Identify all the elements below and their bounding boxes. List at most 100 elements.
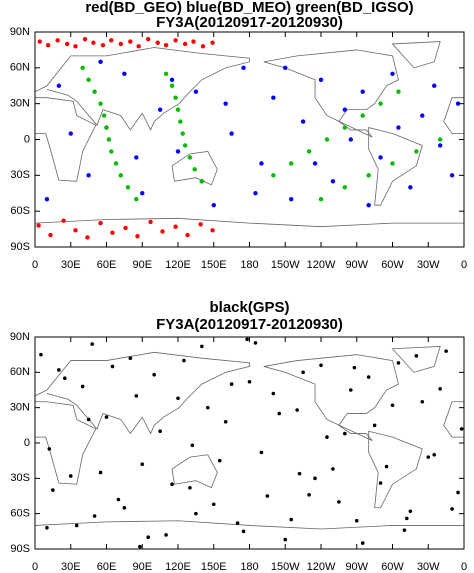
point xyxy=(158,429,162,434)
point xyxy=(45,526,49,530)
point xyxy=(348,137,353,142)
x-tick-label: 120E xyxy=(165,259,191,271)
y-tick-label: 60S xyxy=(10,205,30,217)
point xyxy=(271,391,276,396)
point xyxy=(122,505,127,510)
point xyxy=(289,517,294,522)
point xyxy=(200,44,206,49)
point xyxy=(318,77,324,82)
x-tick-label: 60W xyxy=(381,259,404,271)
point xyxy=(352,365,357,370)
point xyxy=(300,119,306,124)
point xyxy=(182,143,188,148)
point xyxy=(432,452,437,457)
point xyxy=(125,185,131,190)
point xyxy=(180,131,185,136)
point xyxy=(337,500,341,504)
point xyxy=(73,228,78,233)
y-tick-label: 60S xyxy=(10,508,30,520)
point xyxy=(420,399,425,404)
point xyxy=(104,125,109,130)
point xyxy=(312,161,318,166)
point xyxy=(48,232,53,238)
point xyxy=(289,161,294,166)
point xyxy=(68,131,73,136)
x-tick-label: 150E xyxy=(201,561,227,573)
point xyxy=(134,394,139,398)
point xyxy=(190,443,195,448)
point xyxy=(62,376,67,381)
point xyxy=(61,218,66,223)
y-tick-label: 90N xyxy=(10,26,30,38)
x-tick-label: 30E xyxy=(61,561,81,573)
point xyxy=(306,149,312,154)
point xyxy=(444,349,448,353)
point xyxy=(360,541,365,545)
x-tick-label: 30W xyxy=(417,259,440,271)
point xyxy=(90,342,94,346)
point xyxy=(342,185,348,190)
point xyxy=(104,415,109,419)
point xyxy=(295,408,299,412)
x-tick-label: 60W xyxy=(381,561,404,573)
point xyxy=(45,42,51,48)
point xyxy=(128,39,133,44)
point xyxy=(73,44,78,49)
point xyxy=(74,523,79,528)
point xyxy=(426,455,431,459)
point xyxy=(86,417,91,422)
point xyxy=(366,375,371,379)
point xyxy=(259,161,264,166)
point xyxy=(98,220,103,226)
point xyxy=(118,173,124,178)
point xyxy=(140,191,145,196)
x-tick-label: 0 xyxy=(32,561,38,573)
point xyxy=(113,161,119,166)
point xyxy=(146,535,151,540)
point xyxy=(160,229,165,234)
point xyxy=(140,462,145,467)
point xyxy=(343,431,347,436)
point xyxy=(68,474,73,478)
x-tick-label: 150W xyxy=(271,259,300,271)
point xyxy=(136,44,141,49)
point xyxy=(175,149,181,154)
point xyxy=(57,368,61,372)
point xyxy=(39,352,43,357)
point xyxy=(253,191,258,196)
y-tick-label: 90S xyxy=(10,543,30,555)
point xyxy=(396,361,401,365)
point xyxy=(259,450,264,455)
point xyxy=(169,77,175,82)
chart-subtitle: FY3A(20120917-20120930) xyxy=(156,316,343,333)
coastline xyxy=(34,41,465,228)
x-tick-label: 150W xyxy=(271,561,300,573)
y-tick-label: 30N xyxy=(10,402,30,414)
point xyxy=(163,71,169,77)
point xyxy=(134,197,139,202)
x-tick-label: 0 xyxy=(32,259,38,271)
point xyxy=(169,83,175,88)
point xyxy=(241,529,246,534)
point xyxy=(116,497,121,502)
point xyxy=(360,113,365,118)
point xyxy=(163,42,169,48)
point xyxy=(101,113,107,118)
point xyxy=(271,173,276,178)
point xyxy=(200,344,204,349)
point xyxy=(408,509,413,514)
point xyxy=(438,387,442,391)
point xyxy=(198,222,203,227)
y-tick-label: 90S xyxy=(10,241,30,253)
point xyxy=(80,65,85,71)
chart-title: black(GPS) xyxy=(209,299,289,316)
point xyxy=(205,405,210,410)
point xyxy=(384,464,389,469)
point xyxy=(390,161,395,166)
point xyxy=(152,372,156,377)
y-tick-label: 0 xyxy=(24,133,30,145)
point xyxy=(390,403,395,408)
point xyxy=(313,476,317,481)
y-tick-label: 30S xyxy=(10,169,30,181)
